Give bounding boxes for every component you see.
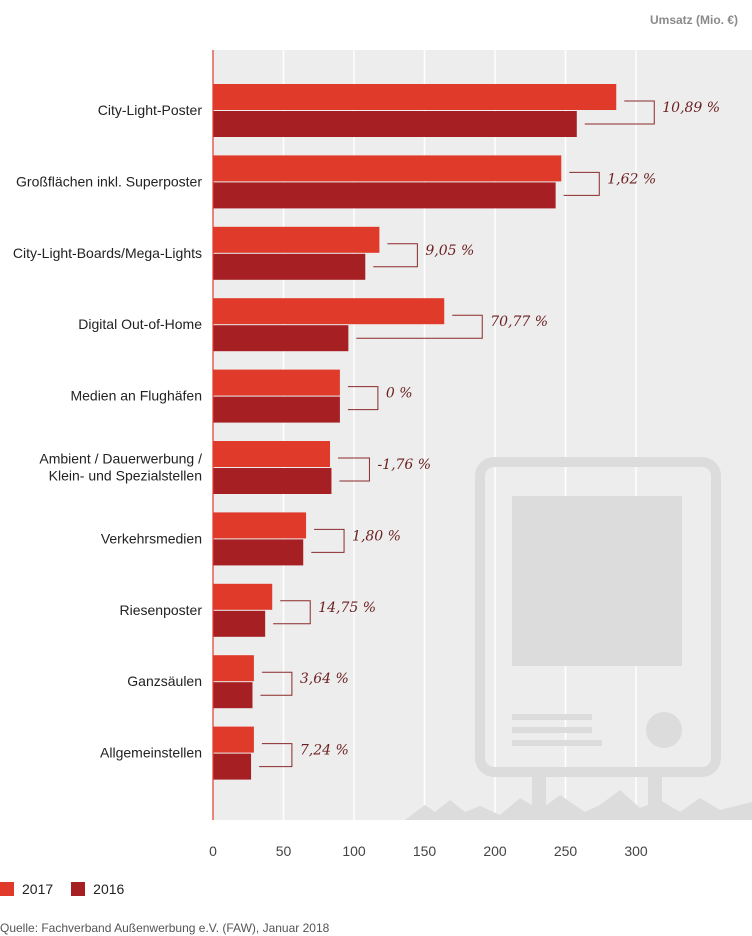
category-label: Medien an Flughäfen [70, 388, 202, 404]
change-label: 10,89 % [662, 100, 720, 116]
x-tick-label: 250 [554, 843, 578, 859]
category-label: City-Light-Poster [98, 102, 203, 118]
legend-item-2017: 2017 [0, 881, 53, 897]
bar-2016 [213, 182, 556, 209]
bar-2016 [213, 111, 577, 137]
bar-2017 [213, 84, 617, 110]
change-connector [273, 600, 311, 625]
source-note: Quelle: Fachverband Außenwerbung e.V. (F… [0, 921, 330, 935]
bar-2016 [213, 539, 304, 566]
change-connector [563, 171, 600, 196]
change-connector [260, 671, 293, 696]
bar-2016 [213, 396, 340, 423]
category-label: Ambient / Dauerwerbung / [39, 451, 202, 467]
change-labels: 10,89 % 1,62 % 9,05 % 70,77 % 0 % -1,76 % 1,80… [300, 100, 720, 759]
change-connector [311, 528, 345, 553]
bar-2017 [213, 369, 340, 396]
legend-label-2016: 2016 [93, 881, 125, 897]
change-label: 70,77 % [490, 314, 548, 330]
change-label: -1,76 % [377, 457, 431, 473]
change-connector [347, 386, 379, 411]
change-label: 0 % [386, 386, 413, 402]
category-label: Allgemeinstellen [100, 745, 202, 761]
legend-label-2017: 2017 [22, 881, 54, 897]
bar-2016 [213, 753, 252, 780]
change-label: 7,24 % [300, 743, 349, 759]
category-label: City-Light-Boards/Mega-Lights [13, 245, 202, 261]
bar-2017 [213, 155, 562, 182]
billboard-icon [405, 457, 752, 820]
bar-2017 [213, 655, 254, 682]
bar-2017 [213, 298, 445, 325]
x-tick-label: 300 [624, 843, 648, 859]
x-tick-label: 200 [483, 843, 507, 859]
bar-2017 [213, 726, 254, 753]
legend-swatch-2016 [71, 882, 86, 896]
change-connector [356, 314, 483, 339]
change-connectors [259, 100, 655, 768]
category-label: Digital Out-of-Home [78, 316, 202, 332]
bars [213, 84, 617, 780]
x-tick-label: 0 [209, 843, 217, 859]
bar-2017 [213, 441, 331, 467]
change-label: 3,64 % [300, 671, 349, 687]
change-connector [584, 100, 655, 125]
bar-2016 [213, 610, 266, 637]
change-connector [259, 743, 293, 768]
bar-2017 [213, 512, 307, 539]
change-label: 14,75 % [318, 600, 376, 616]
axis-unit-label: Umsatz (Mio. €) [650, 13, 738, 27]
x-axis-ticks: 0 50 100 150 200 250 300 [209, 843, 648, 859]
category-labels: City-Light-Poster Großflächen inkl. Super… [13, 102, 202, 761]
x-tick-label: 150 [413, 843, 437, 859]
change-label: 1,62 % [607, 171, 656, 187]
change-connector [373, 243, 418, 268]
category-label: Klein- und Spezialstellen [49, 468, 202, 484]
category-label: Ganzsäulen [127, 673, 202, 689]
category-label: Großflächen inkl. Superposter [16, 173, 202, 189]
bar-2016 [213, 468, 332, 494]
change-connector [338, 457, 370, 482]
bar-2017 [213, 583, 273, 610]
change-label: 9,05 % [425, 243, 474, 259]
x-tick-label: 50 [276, 843, 292, 859]
bar-2017 [213, 226, 380, 253]
x-tick-label: 100 [342, 843, 366, 859]
bar-2016 [213, 682, 253, 709]
bar-2016 [213, 325, 349, 352]
legend: 2017 2016 [0, 881, 124, 897]
bar-2016 [213, 253, 366, 280]
category-label: Verkehrsmedien [101, 530, 202, 546]
legend-item-2016: 2016 [71, 881, 124, 897]
change-label: 1,80 % [352, 528, 401, 544]
category-label: Riesenposter [120, 602, 203, 618]
legend-swatch-2017 [0, 882, 14, 896]
